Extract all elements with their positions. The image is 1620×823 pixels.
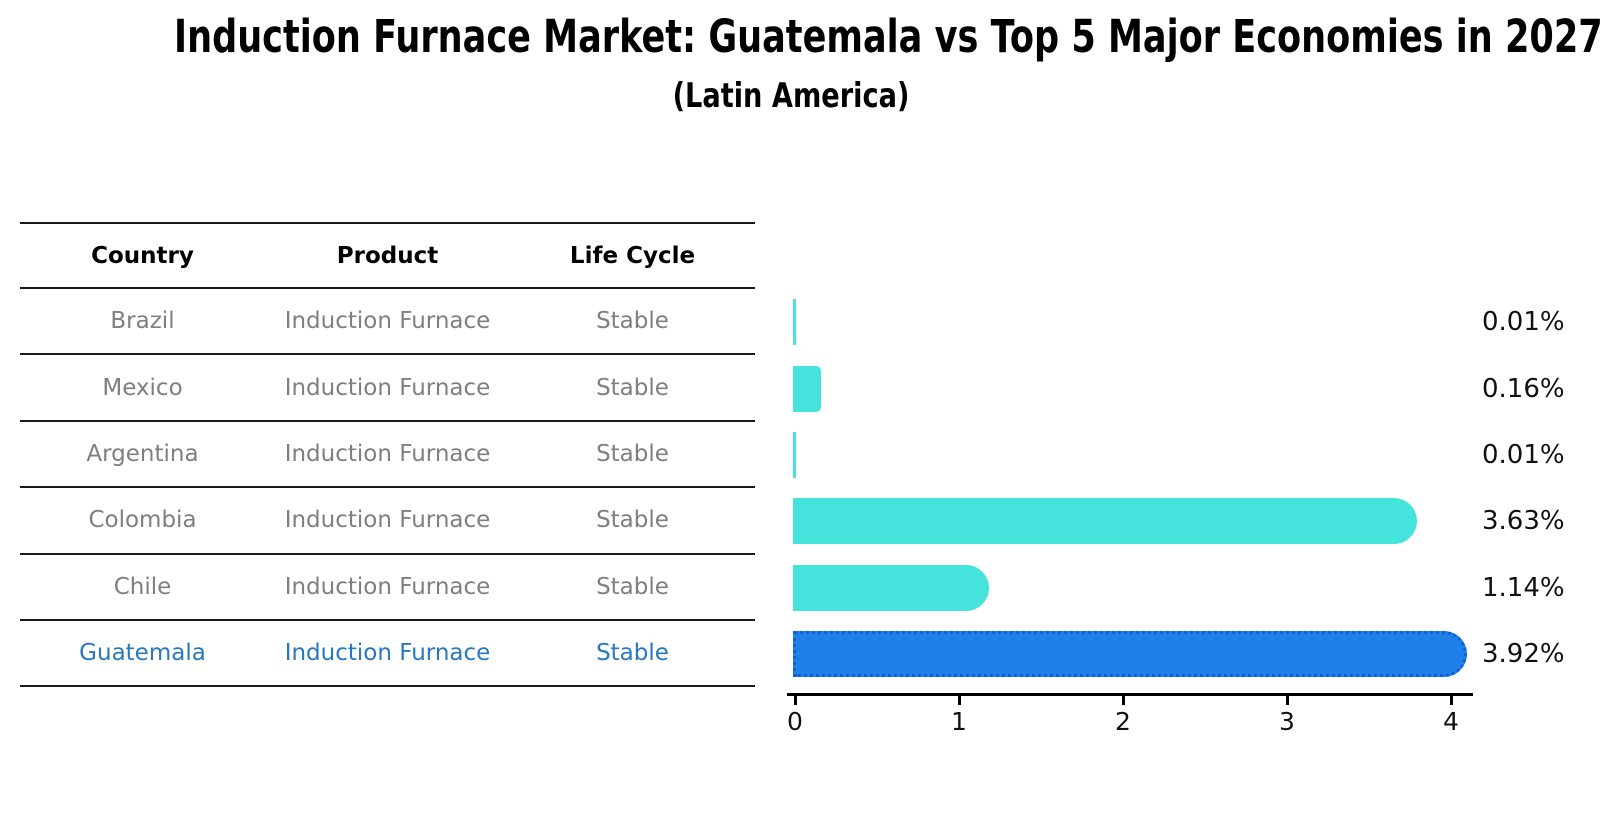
value-label-mexico: 0.16% bbox=[1482, 373, 1565, 404]
product-cell: Induction Furnace bbox=[284, 374, 491, 401]
table-row: Argentina Induction Furnace Stable bbox=[20, 422, 755, 489]
bar-mexico bbox=[793, 365, 821, 412]
table-row: Guatemala Induction Furnace Stable bbox=[20, 621, 755, 688]
chart-subtitle: (Latin America) bbox=[672, 76, 910, 116]
life-cycle-cell: Stable bbox=[596, 507, 669, 534]
bar-brazil bbox=[793, 299, 796, 346]
x-axis-tick bbox=[1121, 696, 1125, 705]
bar-colombia bbox=[793, 498, 1418, 545]
product-cell: Induction Furnace bbox=[284, 507, 491, 534]
x-axis-tick-label: 1 bbox=[951, 707, 967, 736]
product-cell: Induction Furnace bbox=[284, 640, 491, 667]
x-axis-tick-label: 3 bbox=[1279, 707, 1295, 736]
life-cycle-cell: Stable bbox=[596, 640, 669, 667]
x-axis-tick-label: 4 bbox=[1443, 707, 1459, 736]
table-row: Colombia Induction Furnace Stable bbox=[20, 488, 755, 555]
bar-argentina bbox=[793, 432, 796, 478]
value-label-argentina: 0.01% bbox=[1482, 439, 1565, 470]
country-cell: Argentina bbox=[86, 440, 199, 467]
x-axis-tick-label: 0 bbox=[787, 707, 803, 736]
header-cell-product: Product bbox=[336, 242, 439, 269]
x-axis-tick bbox=[1285, 696, 1289, 705]
product-cell: Induction Furnace bbox=[284, 440, 491, 467]
country-cell: Colombia bbox=[88, 507, 197, 534]
x-axis-tick bbox=[957, 696, 961, 705]
table-row: Brazil Induction Furnace Stable bbox=[20, 289, 755, 356]
table-header-row: Country Product Life Cycle bbox=[20, 222, 755, 289]
country-cell: Mexico bbox=[102, 374, 183, 401]
table-body: Brazil Induction Furnace Stable Mexico Induc… bbox=[20, 289, 755, 688]
bar-chile bbox=[793, 564, 990, 611]
country-cell: Guatemala bbox=[79, 640, 206, 667]
x-axis-tick-label: 2 bbox=[1115, 707, 1131, 736]
chart-title: Induction Furnace Market: Guatemala vs T… bbox=[174, 10, 1603, 63]
value-label-colombia: 3.63% bbox=[1482, 506, 1565, 537]
value-label-brazil: 0.01% bbox=[1482, 307, 1565, 338]
value-label-chile: 1.14% bbox=[1482, 572, 1565, 603]
life-cycle-cell: Stable bbox=[596, 573, 669, 600]
life-cycle-cell: Stable bbox=[596, 374, 669, 401]
header-cell-country: Country bbox=[91, 242, 194, 269]
country-cell: Chile bbox=[113, 573, 172, 600]
x-axis-line bbox=[787, 693, 1473, 696]
country-cell: Brazil bbox=[110, 308, 175, 335]
product-cell: Induction Furnace bbox=[284, 573, 491, 600]
value-label-guatemala: 3.92% bbox=[1482, 639, 1565, 670]
x-axis-tick bbox=[1449, 696, 1453, 705]
table-row: Mexico Induction Furnace Stable bbox=[20, 355, 755, 422]
bar-guatemala bbox=[793, 631, 1468, 678]
data-table: Country Product Life Cycle Brazil Inducti… bbox=[20, 222, 755, 688]
x-axis-tick bbox=[793, 696, 797, 705]
table-row: Chile Induction Furnace Stable bbox=[20, 555, 755, 621]
life-cycle-cell: Stable bbox=[596, 308, 669, 335]
product-cell: Induction Furnace bbox=[284, 308, 491, 335]
life-cycle-cell: Stable bbox=[596, 440, 669, 467]
header-cell-life-cycle: Life Cycle bbox=[569, 242, 696, 269]
